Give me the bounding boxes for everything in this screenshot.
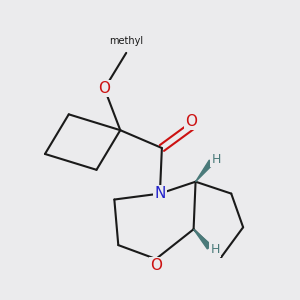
Polygon shape xyxy=(194,229,211,249)
Text: O: O xyxy=(98,81,110,96)
Text: H: H xyxy=(210,243,220,256)
Text: O: O xyxy=(186,114,198,129)
Text: H: H xyxy=(212,153,221,167)
Text: N: N xyxy=(154,186,166,201)
Text: O: O xyxy=(150,258,162,273)
Text: methyl: methyl xyxy=(109,36,143,46)
Polygon shape xyxy=(196,160,214,182)
